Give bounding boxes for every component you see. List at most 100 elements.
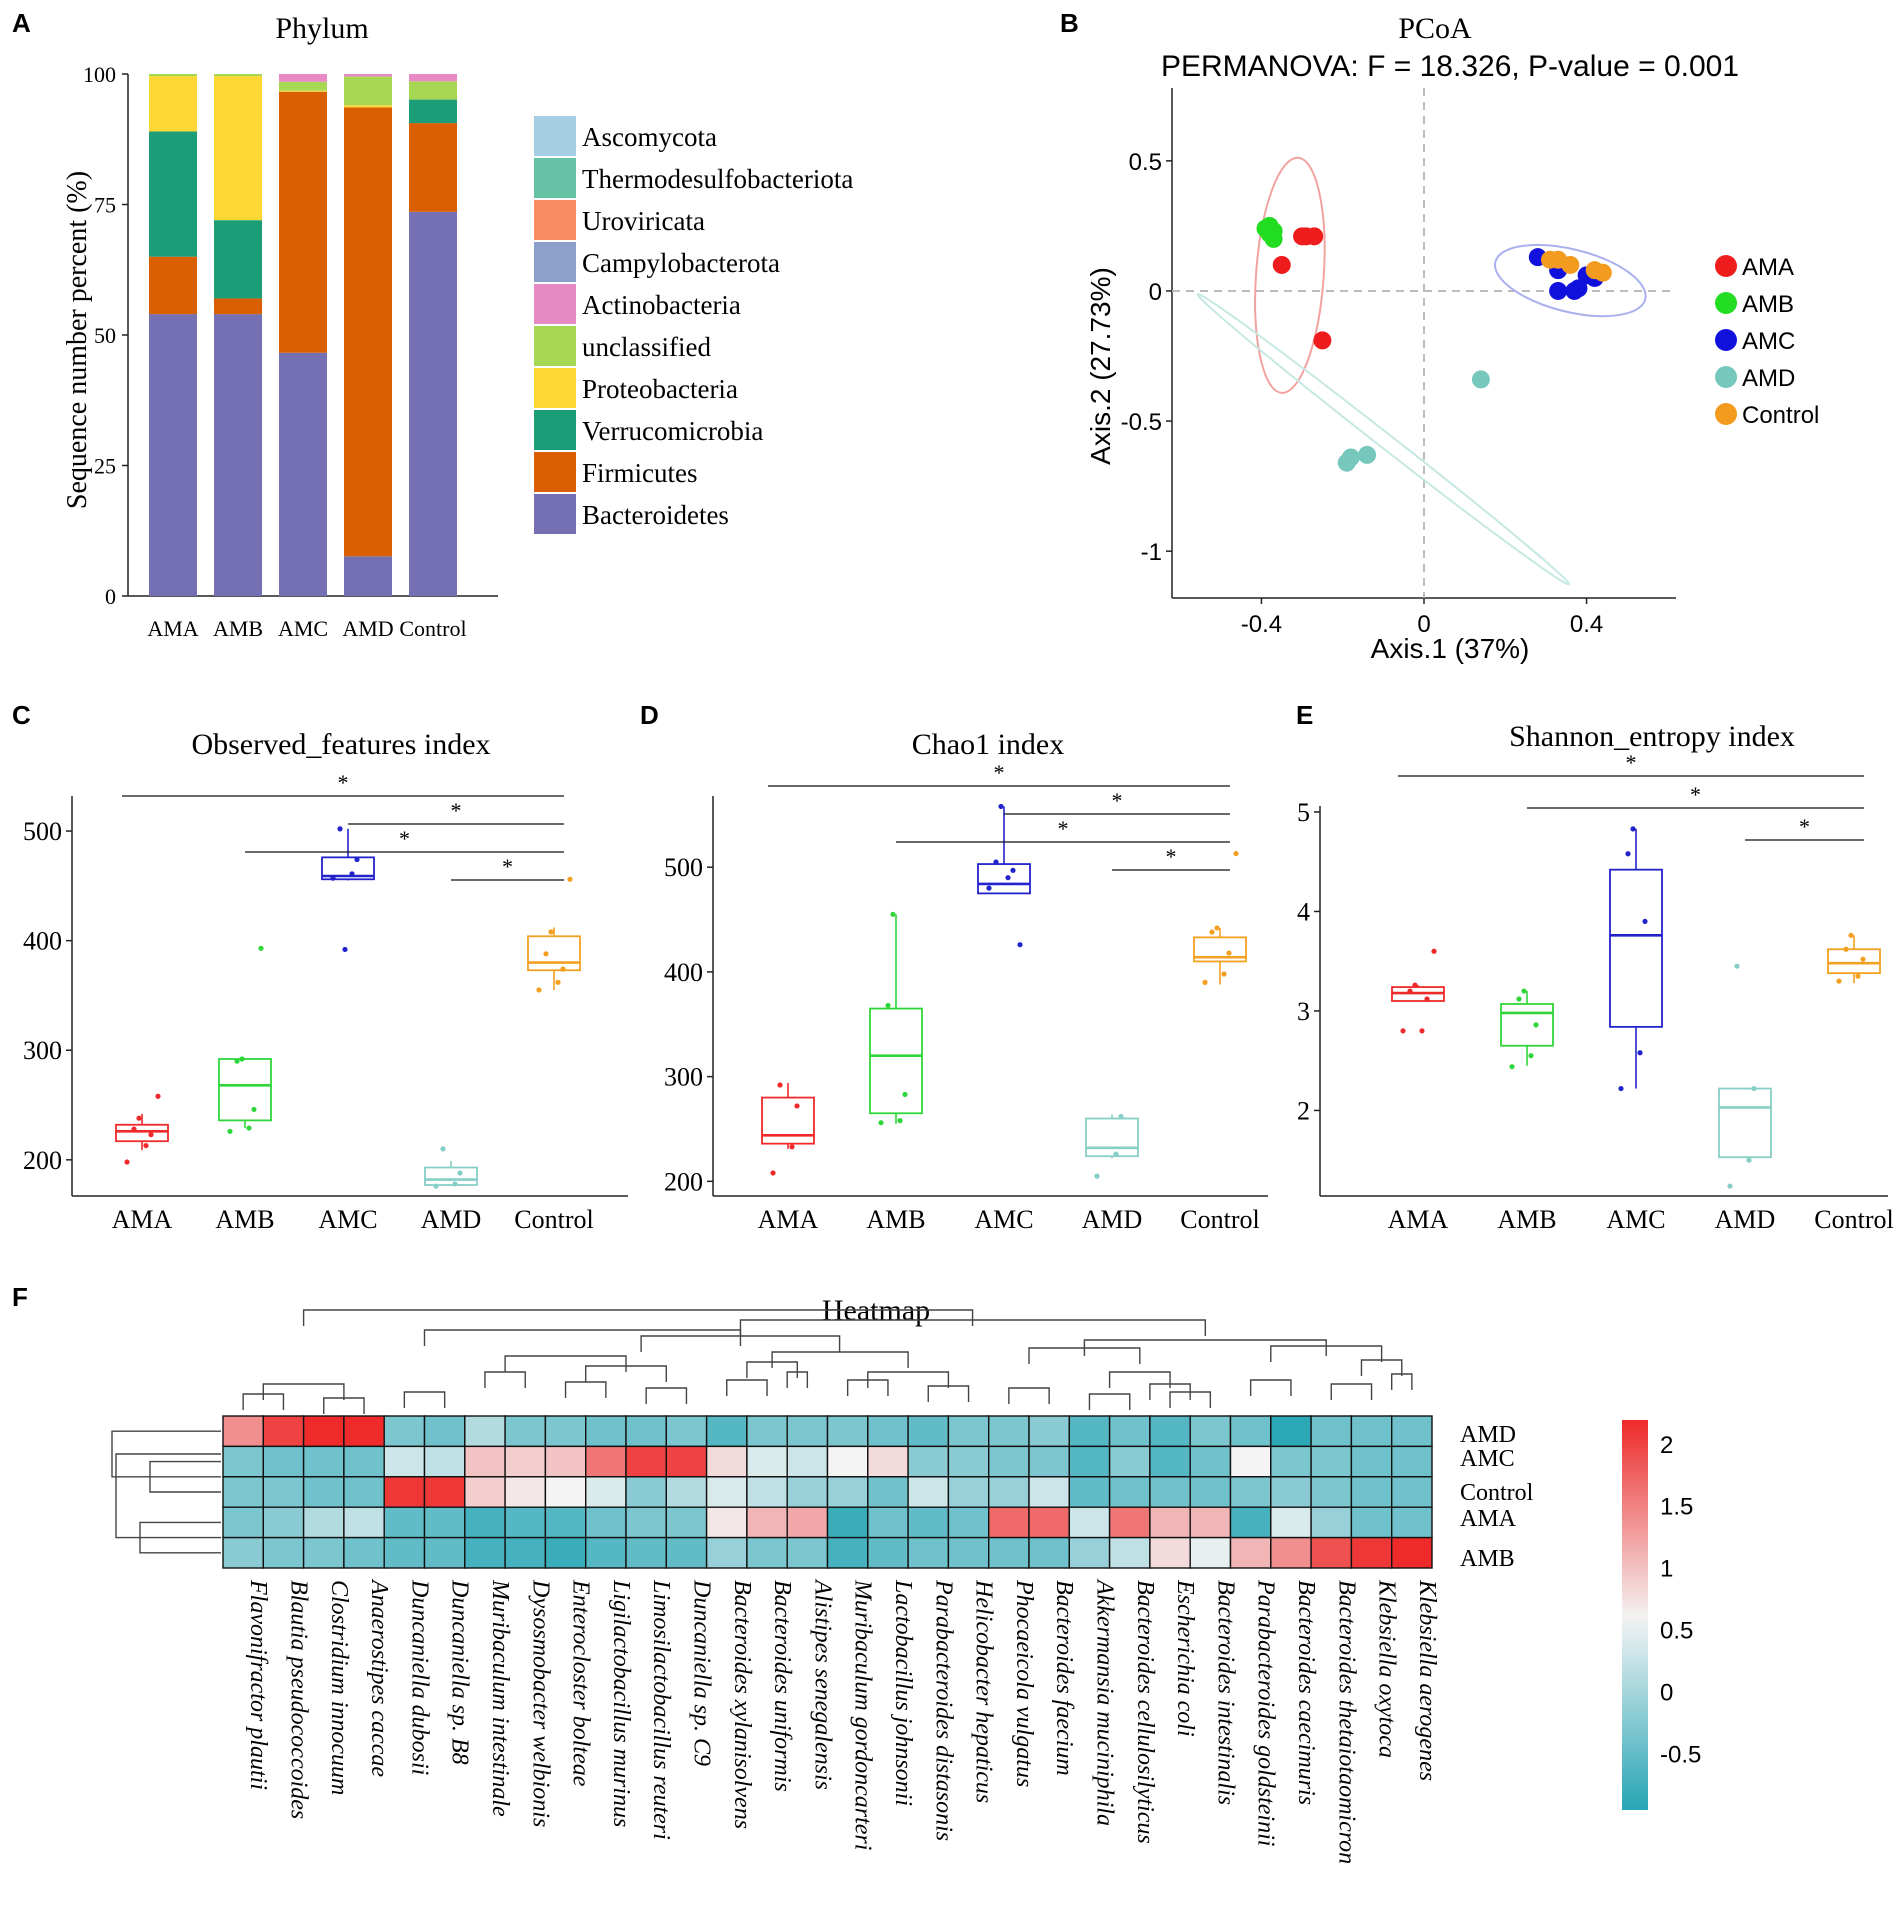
panel-f-colorbar-tick-label: 0	[1660, 1679, 1673, 1706]
panel-b-legend-label: Control	[1742, 402, 1819, 429]
panel-f-heatmap-cell	[464, 1445, 506, 1478]
panel-d-data-point	[1221, 971, 1227, 977]
panel-d-data-point	[1226, 950, 1232, 956]
panel-f-colorbar-tick-label: 2	[1660, 1432, 1673, 1459]
panel-a-legend-swatch-campylobacterota	[534, 242, 576, 282]
panel-f-heatmap-cell	[504, 1506, 547, 1539]
panel-f-heatmap-cell	[746, 1536, 788, 1569]
panel-f-heatmap-cell	[585, 1506, 627, 1539]
panel-b-x-tick-label: 0	[1417, 611, 1430, 638]
panel-d-box-control	[1193, 936, 1247, 963]
panel-e-data-point	[1727, 1183, 1733, 1189]
panel-f-heatmap-cell	[383, 1536, 426, 1569]
panel-f-column-dendrogram-branch	[1249, 1379, 1292, 1396]
panel-b-point-amc	[1549, 281, 1568, 300]
panel-c-data-point	[337, 826, 343, 832]
panel-d-box-amd	[1085, 1117, 1139, 1158]
panel-d-data-point	[1214, 925, 1220, 931]
panel-f-heatmap-cell	[504, 1476, 547, 1508]
panel-c-data-point	[131, 1126, 137, 1132]
panel-f-column-label: Duncaniella sp. B8	[447, 1579, 473, 1765]
panel-f-heatmap-cell	[222, 1445, 264, 1478]
panel-f-column-label: Parabacteroides goldsteinii	[1253, 1579, 1279, 1846]
panel-e-data-point	[1431, 948, 1437, 954]
panel-b-point-control	[1541, 250, 1559, 269]
panel-f-column-dendrogram-branch	[564, 1381, 607, 1398]
panel-a-bar-segment-bacteroidetes	[409, 211, 457, 597]
panel-f-heatmap-cell	[1149, 1536, 1191, 1569]
panel-a-bar-segment-unclassified	[214, 74, 262, 77]
panel-f-heatmap-cell	[1068, 1415, 1111, 1448]
panel-f-heatmap-cell	[262, 1445, 305, 1478]
panel-f-heatmap-cell	[1390, 1536, 1433, 1569]
panel-f-column-dendrogram-branch	[771, 1351, 909, 1368]
panel-f-column-dendrogram-branch	[645, 1387, 688, 1404]
panel-b-legend-marker-ama	[1715, 255, 1737, 277]
panel-f-column-label: Bacteroides cellulosilyticus	[1132, 1580, 1158, 1844]
panel-a-x-tick-label: AMA	[147, 616, 198, 641]
panel-c-data-point	[452, 1181, 458, 1187]
panel-c-data-point	[330, 875, 336, 881]
panel-letter-b: B	[1060, 8, 1079, 38]
panel-f-heatmap: Heatmap AMDAMCControlAMAAMBFlavonifracto…	[111, 1294, 1701, 1864]
panel-f-column-dendrogram-branch	[1083, 1339, 1327, 1356]
panel-d-data-point	[777, 1082, 783, 1088]
panel-f-heatmap-cell	[1108, 1415, 1151, 1448]
panel-f-column-label: Bacteroides thetaiotaomicron	[1333, 1580, 1359, 1864]
panel-f-column-dendrogram-branch	[262, 1383, 345, 1400]
panel-a-x-tick-label: AMB	[213, 616, 263, 641]
panel-c-data-point	[227, 1128, 233, 1134]
panel-f-heatmap-cell	[585, 1415, 627, 1448]
panel-e-data-point	[1533, 1022, 1539, 1028]
panel-a-x-tick-label: AMC	[278, 616, 328, 641]
panel-f-heatmap-cell	[1068, 1506, 1111, 1539]
panel-b-point-amd	[1337, 453, 1356, 472]
panel-f-heatmap-cell	[625, 1415, 667, 1448]
panel-f-column-label: Ligilactobacillus murinus	[608, 1579, 634, 1827]
panel-f-heatmap-cell	[383, 1415, 426, 1448]
panel-e-x-tick-label: Control	[1814, 1205, 1893, 1234]
panel-a-bar-segment-unclassified	[344, 76, 392, 106]
panel-f-heatmap-cell	[1350, 1415, 1393, 1448]
panel-f-heatmap-cell	[1390, 1415, 1433, 1448]
panel-e-x-tick-label: AMB	[1497, 1205, 1556, 1234]
panel-f-heatmap-cell	[1270, 1506, 1312, 1539]
panel-f-heatmap-cell	[1310, 1445, 1353, 1478]
panel-f-heatmap-cell	[1310, 1506, 1353, 1539]
panel-d-data-point	[1017, 942, 1023, 948]
panel-a-bar-segment-firmicutes	[344, 107, 392, 557]
panel-a-legend-swatch-verrucomicrobia	[534, 410, 576, 450]
panel-d-box-plot: Chao1 index 200 300 400 500 AMA AMB AMC AMD Cont…	[664, 728, 1268, 1234]
panel-f-heatmap-cell	[665, 1506, 708, 1539]
panel-e-box-amb	[1500, 1003, 1554, 1047]
panel-f-heatmap-cell	[1229, 1476, 1272, 1508]
panel-f-column-dendrogram-branch	[726, 1379, 768, 1396]
panel-f-heatmap-cell	[988, 1445, 1030, 1478]
panel-f-heatmap-cell	[1350, 1536, 1393, 1569]
panel-f-column-dendrogram-branch	[323, 1397, 365, 1414]
panel-a-y-axis-label: Sequence number percent (%)	[62, 171, 93, 509]
panel-f-heatmap-cell	[907, 1476, 950, 1508]
panel-a-y-tick-label: 50	[94, 323, 116, 348]
panel-d-x-tick-label: AMC	[974, 1205, 1033, 1234]
panel-b-y-axis-label: Axis.2 (27.73%)	[1085, 267, 1116, 465]
panel-d-y-tick-label: 300	[664, 1063, 703, 1092]
panel-a-y-tick-label: 75	[94, 193, 116, 218]
panel-f-heatmap-cell	[826, 1445, 869, 1478]
panel-c-data-point	[239, 1056, 245, 1062]
panel-f-heatmap-cell	[867, 1506, 909, 1539]
panel-f-heatmap-cell	[343, 1476, 385, 1508]
panel-f-heatmap-cell	[786, 1415, 829, 1448]
panel-f-heatmap-cell	[262, 1476, 305, 1508]
panel-f-heatmap-cell	[826, 1536, 869, 1569]
panel-f-heatmap-cell	[464, 1506, 506, 1539]
panel-b-point-control	[1593, 263, 1612, 282]
panel-a-y-tick-label: 100	[83, 62, 116, 87]
panel-f-heatmap-cell	[826, 1476, 869, 1508]
panel-f-column-dendrogram-branch	[1330, 1383, 1373, 1400]
panel-f-heatmap-cell	[786, 1506, 829, 1539]
panel-a-bar-segment-actinobacteria	[409, 74, 457, 82]
panel-f-heatmap-cell	[1189, 1536, 1232, 1569]
panel-e-data-point	[1424, 996, 1430, 1002]
panel-c-data-point	[246, 1125, 252, 1131]
